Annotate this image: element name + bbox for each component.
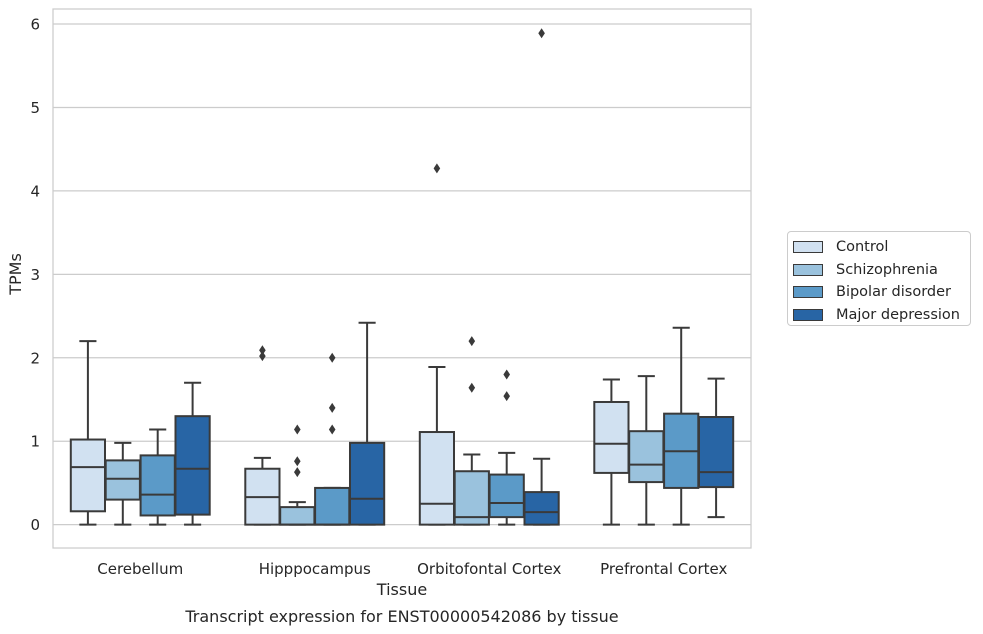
outlier-point xyxy=(503,391,510,402)
box-body xyxy=(139,454,176,517)
legend-label: Major depression xyxy=(836,306,960,323)
box-body xyxy=(697,416,735,489)
outlier-point xyxy=(468,336,476,347)
gridlines xyxy=(53,23,751,526)
legend-label: Control xyxy=(836,239,889,256)
legend-swatch xyxy=(793,286,823,299)
y-tick-label: 0 xyxy=(30,516,40,534)
box-body xyxy=(348,441,386,526)
legend-swatch xyxy=(793,308,823,321)
box-body xyxy=(314,486,351,526)
box-body xyxy=(488,473,525,519)
box-bipolar-disorder xyxy=(663,326,700,526)
legend-item: Schizophrenia xyxy=(793,259,970,282)
box-schizophrenia xyxy=(628,375,665,526)
legend-swatch xyxy=(793,263,823,276)
outlier-point xyxy=(538,28,545,39)
outlier-point xyxy=(294,424,301,435)
legend-item: Major depression xyxy=(793,304,970,327)
x-tick-label: Orbitofontal Cortex xyxy=(417,560,561,578)
box-body xyxy=(104,459,141,501)
outlier-point xyxy=(294,467,301,478)
plot-frame xyxy=(52,8,752,549)
box-control xyxy=(69,340,107,526)
box-marks xyxy=(69,28,735,526)
legend-label: Bipolar disorder xyxy=(836,284,951,301)
x-axis-label: Tissue xyxy=(376,580,427,599)
box-body xyxy=(593,400,630,474)
y-tick-label: 2 xyxy=(30,349,40,367)
y-tick-label: 5 xyxy=(30,99,40,117)
x-tick-label: Cerebellum xyxy=(97,560,183,578)
y-axis-label: TPMs xyxy=(6,253,25,296)
box-body xyxy=(418,431,456,526)
outlier-point xyxy=(468,382,476,393)
box-control xyxy=(418,163,456,526)
outlier-point xyxy=(503,369,510,380)
chart-caption: Transcript expression for ENST0000054208… xyxy=(184,607,618,626)
x-tick-label: Hipppocampus xyxy=(259,560,371,578)
box-bipolar-disorder xyxy=(488,369,525,526)
legend: Control Schizophrenia Bipolar disorder Majo… xyxy=(787,231,971,326)
x-tick-label: Prefrontal Cortex xyxy=(600,560,727,578)
outlier-point xyxy=(328,352,336,363)
outlier-point xyxy=(259,351,266,362)
outlier-point xyxy=(328,424,336,435)
box-bipolar-disorder xyxy=(139,428,176,526)
y-tick-label: 4 xyxy=(30,182,40,200)
outlier-point xyxy=(294,456,301,467)
box-body xyxy=(628,430,665,484)
box-body xyxy=(279,506,316,526)
legend-item: Bipolar disorder xyxy=(793,281,970,304)
box-schizophrenia xyxy=(104,441,141,526)
box-control xyxy=(244,345,281,526)
box-body xyxy=(174,415,211,516)
x-tick-labels: Cerebellum Hipppocampus Orbitofontal Corte… xyxy=(97,560,727,578)
y-tick-label: 6 xyxy=(30,16,40,34)
box-major-depression xyxy=(174,381,211,526)
y-tick-label: 1 xyxy=(30,433,40,451)
box-body xyxy=(523,491,560,526)
y-tick-labels: 0 1 2 3 4 5 6 xyxy=(30,16,40,535)
outlier-point xyxy=(433,163,441,174)
outlier-point xyxy=(328,402,336,413)
box-schizophrenia xyxy=(453,336,490,526)
box-bipolar-disorder xyxy=(314,352,351,526)
box-body xyxy=(69,438,107,513)
y-tick-label: 3 xyxy=(30,266,40,284)
box-major-depression xyxy=(697,377,735,519)
legend-label: Schizophrenia xyxy=(836,261,938,278)
box-major-depression xyxy=(523,28,560,526)
legend-item: Control xyxy=(793,236,970,259)
box-schizophrenia xyxy=(279,424,316,526)
legend-swatch xyxy=(793,241,823,254)
box-control xyxy=(593,378,630,526)
box-major-depression xyxy=(348,321,386,526)
outlier-point xyxy=(259,345,266,356)
